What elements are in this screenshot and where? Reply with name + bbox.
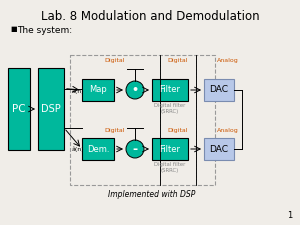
Text: Digital: Digital xyxy=(105,128,125,133)
Bar xyxy=(204,138,234,160)
Text: Digital: Digital xyxy=(168,58,188,63)
Circle shape xyxy=(126,140,144,158)
Text: Map: Map xyxy=(89,86,107,94)
Text: -: - xyxy=(132,143,138,156)
Text: The system:: The system: xyxy=(17,26,72,35)
Circle shape xyxy=(126,81,144,99)
Text: •: • xyxy=(131,85,139,95)
Bar xyxy=(204,79,234,101)
Text: a(n): a(n) xyxy=(72,88,85,94)
Text: â(n): â(n) xyxy=(72,146,85,152)
Bar xyxy=(152,138,188,160)
Bar xyxy=(70,55,215,185)
Text: DAC: DAC xyxy=(209,144,229,153)
Text: Analog: Analog xyxy=(217,128,239,133)
Text: Filter: Filter xyxy=(160,144,181,153)
Text: Digital filter
(SRRC): Digital filter (SRRC) xyxy=(154,162,186,173)
Text: Filter: Filter xyxy=(160,86,181,94)
Text: 1: 1 xyxy=(287,211,292,220)
Text: DAC: DAC xyxy=(209,86,229,94)
Text: ■: ■ xyxy=(10,26,16,32)
Bar xyxy=(82,79,114,101)
Bar xyxy=(8,68,30,150)
Text: Implemented with DSP: Implemented with DSP xyxy=(108,190,196,199)
Bar xyxy=(38,68,64,150)
Text: DSP: DSP xyxy=(41,104,61,114)
Text: Dem.: Dem. xyxy=(87,144,109,153)
Bar xyxy=(82,138,114,160)
Text: Lab. 8 Modulation and Demodulation: Lab. 8 Modulation and Demodulation xyxy=(41,10,259,23)
Bar xyxy=(152,79,188,101)
Text: Digital filter
(SRRC): Digital filter (SRRC) xyxy=(154,103,186,114)
Text: Digital: Digital xyxy=(105,58,125,63)
Text: Analog: Analog xyxy=(217,58,239,63)
Text: Digital: Digital xyxy=(168,128,188,133)
Text: PC: PC xyxy=(12,104,26,114)
